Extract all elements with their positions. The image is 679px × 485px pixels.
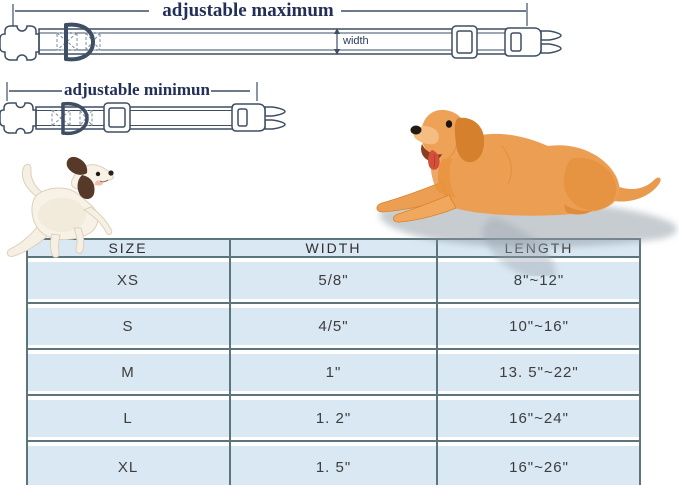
d-ring-icon bbox=[64, 22, 96, 62]
dog-eye bbox=[95, 171, 101, 177]
female-buckle-icon bbox=[0, 102, 37, 134]
collar-diagrams bbox=[0, 3, 562, 136]
table-border-left bbox=[26, 238, 28, 485]
size-cell: M bbox=[121, 363, 135, 381]
adjustable-maximum-label: adjustable maximum bbox=[162, 0, 334, 21]
width-cell: 4/5" bbox=[318, 317, 349, 335]
table-row: M 1" 13. 5"~22" bbox=[26, 350, 641, 396]
header-width: WIDTH bbox=[305, 240, 362, 256]
header-size: SIZE bbox=[108, 240, 148, 256]
dog-tongue bbox=[428, 150, 440, 170]
table-border-right bbox=[639, 238, 641, 485]
size-cell: XL bbox=[117, 458, 139, 476]
dog-front-leg bbox=[392, 194, 457, 223]
dog-nose bbox=[410, 125, 422, 135]
width-cell: 1. 5" bbox=[315, 458, 352, 476]
female-buckle-icon bbox=[0, 25, 40, 61]
table-row: L 1. 2" 16"~24" bbox=[26, 396, 641, 442]
dog-nose bbox=[108, 170, 114, 176]
length-cell: 13. 5"~22" bbox=[499, 363, 579, 381]
width-cell: 1. 2" bbox=[315, 409, 352, 427]
golden-retriever-illustration bbox=[376, 109, 678, 276]
d-ring-icon bbox=[61, 101, 89, 136]
male-buckle-icon bbox=[504, 27, 562, 57]
dog-tail bbox=[21, 163, 45, 197]
length-cell: 16"~24" bbox=[509, 409, 569, 427]
size-cell: S bbox=[122, 317, 134, 335]
dog-ear bbox=[454, 117, 485, 163]
width-label: width bbox=[343, 35, 369, 47]
table-row: XL 1. 5" 16"~26" bbox=[26, 442, 641, 485]
dog-ear bbox=[66, 156, 88, 175]
length-cell: 10"~16" bbox=[509, 317, 569, 335]
tri-glide-icon bbox=[451, 25, 478, 59]
dog-blush bbox=[95, 180, 103, 186]
width-arrow-icon bbox=[334, 28, 340, 55]
size-table: SIZE WIDTH LENGTH XS 5/8" 8"~12" S 4/5" … bbox=[26, 238, 641, 485]
table-divider-2 bbox=[436, 238, 438, 485]
size-cell: XS bbox=[116, 271, 139, 289]
width-cell: 5/8" bbox=[318, 271, 349, 289]
table-row: S 4/5" 10"~16" bbox=[26, 304, 641, 350]
dog-eye bbox=[445, 120, 453, 128]
width-cell: 1" bbox=[325, 363, 342, 381]
length-cell: 16"~26" bbox=[509, 458, 569, 476]
table-divider-1 bbox=[229, 238, 231, 485]
size-cell: L bbox=[123, 409, 133, 427]
small-dog-illustration bbox=[6, 156, 114, 258]
tri-glide-icon bbox=[103, 102, 131, 133]
dog-ear-patch bbox=[77, 175, 95, 200]
dog-shadow bbox=[379, 198, 678, 276]
male-buckle-icon bbox=[231, 103, 286, 132]
adjustable-minimum-label: adjustable minimun bbox=[64, 80, 210, 99]
